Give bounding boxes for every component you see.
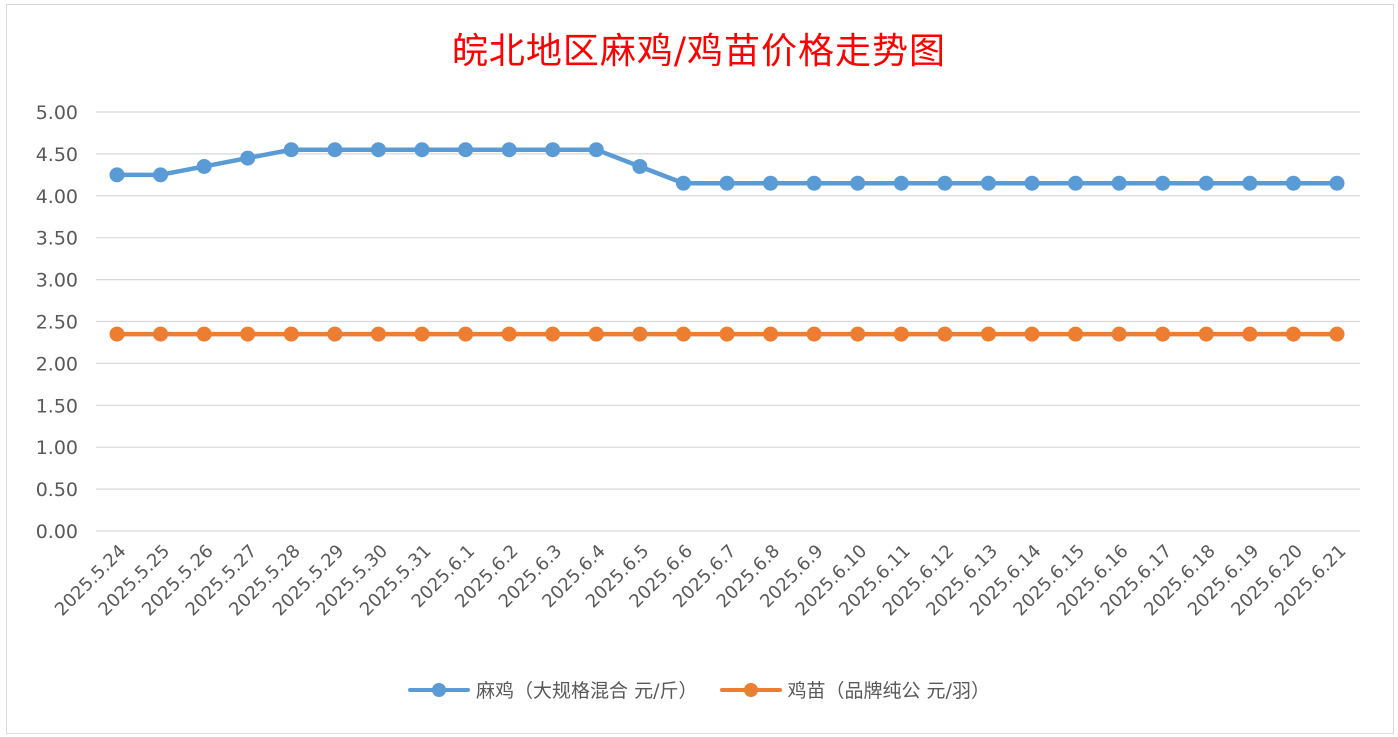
y-tick-label: 2.00	[36, 353, 78, 375]
series-1-point[interactable]	[545, 142, 561, 158]
series-1-point[interactable]	[1111, 175, 1127, 191]
y-tick-label: 2.50	[36, 312, 78, 334]
series-1-point[interactable]	[283, 142, 299, 158]
series-2-point[interactable]	[327, 326, 343, 342]
y-tick-label: 3.00	[36, 270, 78, 292]
series-2-point[interactable]	[719, 326, 735, 342]
y-tick-label: 0.50	[36, 479, 78, 501]
series-2-point[interactable]	[1155, 326, 1171, 342]
series-2-point[interactable]	[240, 326, 256, 342]
y-tick-label: 4.50	[36, 144, 78, 166]
series-lines	[109, 142, 1345, 342]
series-1-point[interactable]	[980, 175, 996, 191]
legend: 麻鸡（大规格混合 元/斤） 鸡苗（品牌纯公 元/羽）	[0, 676, 1398, 703]
series-1	[109, 142, 1345, 191]
series-2-point[interactable]	[588, 326, 604, 342]
y-tick-label: 1.00	[36, 437, 78, 459]
series-1-point[interactable]	[327, 142, 343, 158]
series-2-point[interactable]	[501, 326, 517, 342]
series-2-point[interactable]	[632, 326, 648, 342]
series-2-point[interactable]	[153, 326, 169, 342]
series-2-point[interactable]	[980, 326, 996, 342]
legend-marker-series-1	[408, 682, 471, 697]
series-1-point[interactable]	[1155, 175, 1171, 191]
series-2	[109, 326, 1345, 342]
series-2-point[interactable]	[1068, 326, 1084, 342]
series-1-point[interactable]	[109, 167, 125, 183]
series-1-point[interactable]	[153, 167, 169, 183]
series-1-point[interactable]	[937, 175, 953, 191]
series-1-point[interactable]	[893, 175, 909, 191]
series-2-point[interactable]	[1111, 326, 1127, 342]
y-tick-label: 0.00	[36, 521, 78, 543]
legend-item-series-2[interactable]: 鸡苗（品牌纯公 元/羽）	[719, 676, 990, 703]
series-2-point[interactable]	[937, 326, 953, 342]
series-1-point[interactable]	[1198, 175, 1214, 191]
series-1-point[interactable]	[501, 142, 517, 158]
series-2-point[interactable]	[1329, 326, 1345, 342]
y-tick-label: 3.50	[36, 228, 78, 250]
legend-label-series-2: 鸡苗（品牌纯公 元/羽）	[787, 680, 990, 702]
series-2-point[interactable]	[414, 326, 430, 342]
y-tick-label: 4.00	[36, 186, 78, 208]
series-2-point[interactable]	[283, 326, 299, 342]
y-tick-label: 5.00	[36, 102, 78, 124]
series-2-point[interactable]	[1024, 326, 1040, 342]
x-axis-ticks: 2025.5.242025.5.252025.5.262025.5.272025…	[51, 541, 1351, 621]
series-1-point[interactable]	[196, 158, 212, 174]
legend-label-series-1: 麻鸡（大规格混合 元/斤）	[476, 680, 698, 702]
series-1-point[interactable]	[850, 175, 866, 191]
series-2-point[interactable]	[806, 326, 822, 342]
series-2-point[interactable]	[109, 326, 125, 342]
series-1-point[interactable]	[370, 142, 386, 158]
series-1-point[interactable]	[458, 142, 474, 158]
series-1-point[interactable]	[240, 150, 256, 166]
series-1-point[interactable]	[763, 175, 779, 191]
series-1-point[interactable]	[632, 158, 648, 174]
chart-title: 皖北地区麻鸡/鸡苗价格走势图	[451, 31, 947, 72]
series-2-point[interactable]	[1198, 326, 1214, 342]
series-2-point[interactable]	[763, 326, 779, 342]
series-2-point[interactable]	[370, 326, 386, 342]
series-1-point[interactable]	[719, 175, 735, 191]
series-1-point[interactable]	[675, 175, 691, 191]
series-2-point[interactable]	[893, 326, 909, 342]
series-2-point[interactable]	[850, 326, 866, 342]
series-1-point[interactable]	[414, 142, 430, 158]
y-tick-label: 1.50	[36, 395, 78, 417]
series-1-point[interactable]	[1242, 175, 1258, 191]
y-axis-ticks: 0.00 0.50 1.00 1.50 2.00 2.50 3.00 3.50 4.00 4.50…	[36, 102, 78, 543]
series-1-point[interactable]	[588, 142, 604, 158]
series-1-point[interactable]	[1024, 175, 1040, 191]
series-2-point[interactable]	[1285, 326, 1301, 342]
gridlines	[96, 111, 1360, 532]
legend-item-series-1[interactable]: 麻鸡（大规格混合 元/斤）	[408, 676, 698, 703]
series-2-point[interactable]	[675, 326, 691, 342]
series-1-point[interactable]	[1068, 175, 1084, 191]
chart-area[interactable]	[6, 4, 1394, 734]
series-1-point[interactable]	[1285, 175, 1301, 191]
series-2-point[interactable]	[458, 326, 474, 342]
series-1-point[interactable]	[806, 175, 822, 191]
series-2-point[interactable]	[196, 326, 212, 342]
series-2-point[interactable]	[545, 326, 561, 342]
series-1-point[interactable]	[1329, 175, 1345, 191]
legend-marker-series-2	[719, 682, 782, 697]
series-2-point[interactable]	[1242, 326, 1258, 342]
